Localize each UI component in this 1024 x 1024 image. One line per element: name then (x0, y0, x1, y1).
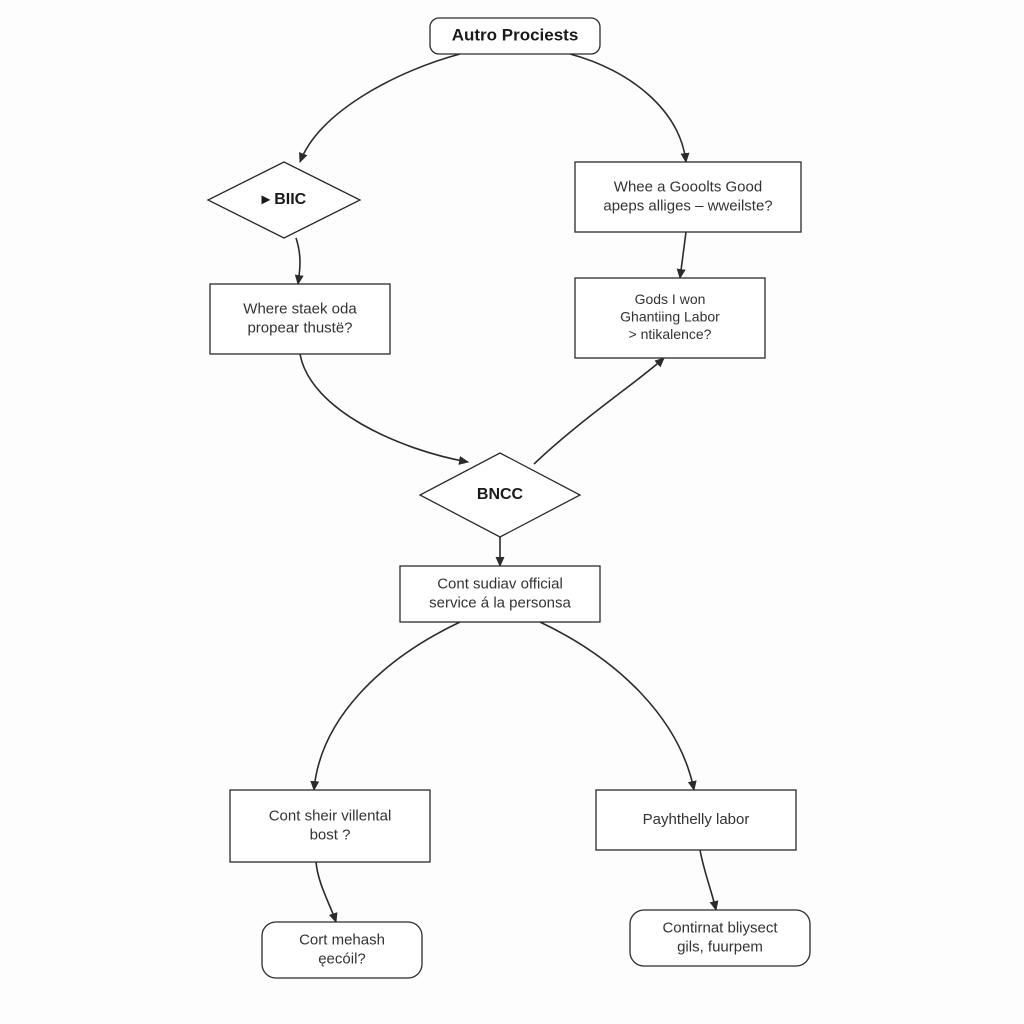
gods-label: Ghantiing Labor (620, 309, 720, 325)
nodes-layer: Autro Prociests ▸ BIIC Whee a Gooolts Good… (208, 18, 810, 978)
contir-label: Contirnat bliysect (662, 920, 778, 937)
cort-label: Cort mehash (299, 932, 385, 949)
edge-title-to-whee (570, 54, 686, 162)
contir-label: gils, fuurpem (677, 938, 763, 955)
node-bost: Cont sheir villentalbost ? (230, 790, 430, 862)
bncc-label: BNCC (477, 486, 524, 503)
node-contir: Contirnat bliysectgils, fuurpem (630, 910, 810, 966)
cort-label: ęecóil? (318, 950, 366, 967)
where-label: propear thustë? (247, 319, 352, 336)
node-pay: Payhthelly labor (596, 790, 796, 850)
gods-label: > ntikalence? (629, 326, 712, 342)
flowchart-canvas: Autro Prociests ▸ BIIC Whee a Gooolts Good… (0, 0, 1024, 1024)
biic-label: ▸ BIIC (261, 191, 307, 208)
edge-bost-to-cort (316, 862, 336, 922)
node-bncc: BNCC (420, 453, 580, 537)
node-where: Where staek odapropear thustë? (210, 284, 390, 354)
node-service: Cont sudiav officialservice á la persons… (400, 566, 600, 622)
whee-label: Whee a Gooolts Good (614, 179, 762, 196)
edge-pay-to-contir (700, 850, 716, 910)
service-label: Cont sudiav official (437, 576, 563, 593)
pay-label: Payhthelly labor (643, 811, 750, 828)
gods-label: Gods I won (635, 291, 706, 307)
edge-service-to-pay (540, 622, 694, 790)
bost-label: bost ? (310, 826, 351, 843)
edge-title-to-biic (300, 54, 460, 162)
bost-label: Cont sheir villental (269, 808, 392, 825)
node-whee: Whee a Gooolts Goodapeps alliges – wweil… (575, 162, 801, 232)
service-label: service á la personsa (429, 594, 571, 611)
node-gods: Gods I won Ghantiing Labor> ntikalence? (575, 278, 765, 358)
node-biic: ▸ BIIC (208, 162, 360, 238)
node-cort: Cort mehashęecóil? (262, 922, 422, 978)
edge-biic-to-where (296, 238, 300, 284)
where-label: Where staek oda (243, 301, 357, 318)
edge-service-to-bost (314, 622, 460, 790)
node-title: Autro Prociests (430, 18, 600, 54)
edge-where-to-bncc (300, 354, 468, 462)
whee-label: apeps alliges – wweilste? (603, 197, 772, 214)
edge-bncc-to-gods (534, 358, 664, 464)
title-label: Autro Prociests (452, 25, 579, 44)
edge-whee-to-gods (680, 232, 686, 278)
